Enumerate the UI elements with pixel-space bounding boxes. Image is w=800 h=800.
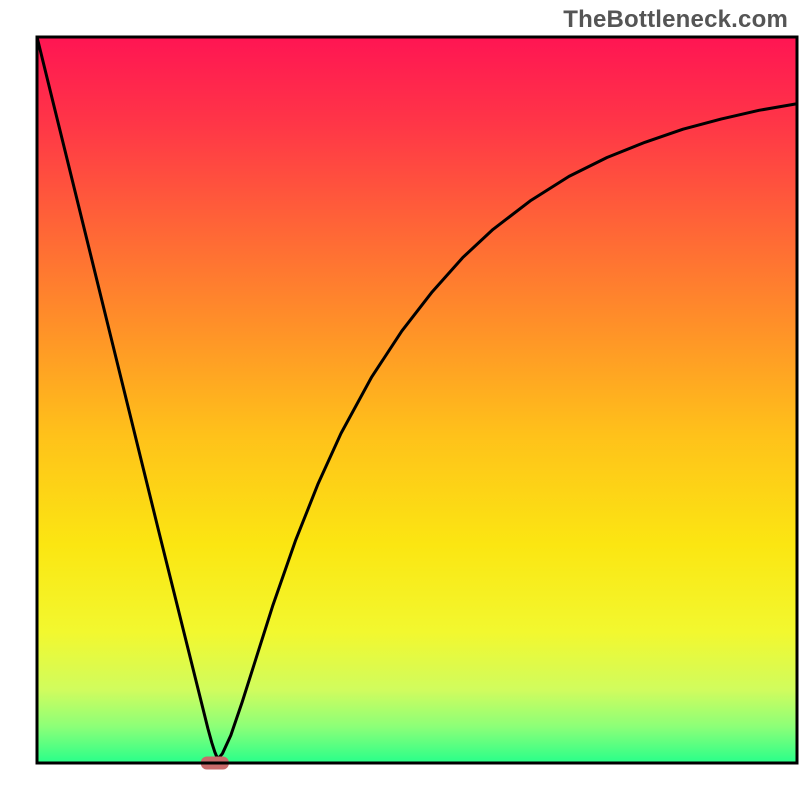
watermark-text: TheBottleneck.com (563, 6, 788, 34)
plot-area-gradient (37, 37, 797, 763)
chart-svg (0, 0, 800, 800)
chart-container: TheBottleneck.com (0, 0, 800, 800)
